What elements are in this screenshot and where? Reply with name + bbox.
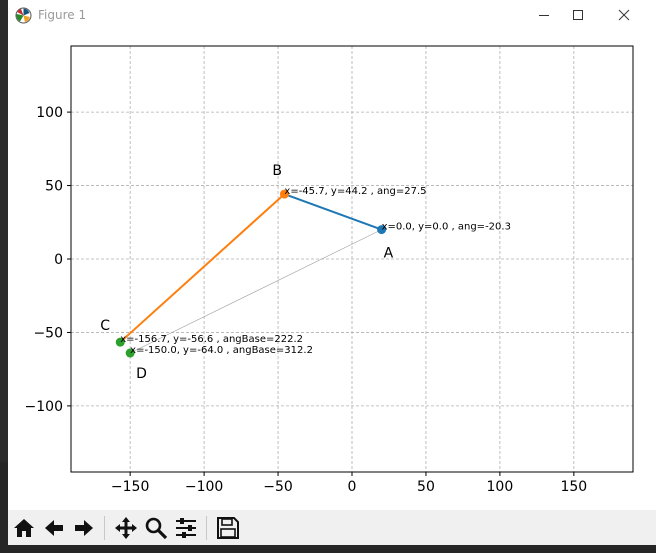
point-annotation-c: x=-156.7, y=-56.6 , angBase=222.2 [120, 334, 303, 345]
series-line-2 [130, 229, 382, 354]
y-tick-label: 50 [45, 179, 63, 195]
y-tick-label: 100 [36, 105, 63, 121]
close-icon [618, 9, 630, 21]
forward-button[interactable] [70, 514, 98, 542]
y-tick-label: −50 [33, 325, 63, 341]
point-annotation-a: x=0.0, y=0.0 , ang=-20.3 [382, 222, 511, 233]
series-line-0 [284, 193, 382, 231]
x-tick-label: 100 [487, 479, 514, 495]
x-tick-label: −100 [185, 479, 223, 495]
toolbar-separator [206, 516, 207, 540]
x-tick-label: −50 [263, 479, 293, 495]
point-a [377, 225, 387, 235]
save-icon [217, 517, 239, 539]
chart-svg: Ax=0.0, y=0.0 , ang=-20.3 Bx=-45.7, y=44.… [25, 45, 634, 495]
toolbar-separator [104, 516, 105, 540]
x-tick-label: −150 [111, 479, 149, 495]
y-tick-label: 0 [54, 252, 63, 268]
y-tick-label: −100 [25, 399, 63, 415]
minimize-icon [539, 15, 549, 16]
point-label-a: A [384, 246, 394, 262]
pan-icon [115, 517, 137, 539]
maximize-icon [573, 10, 583, 20]
configure-subplots-button[interactable] [172, 514, 200, 542]
x-tick-label: 50 [417, 479, 435, 495]
home-icon [14, 519, 34, 537]
zoom-icon [145, 517, 168, 540]
maximize-button[interactable] [556, 0, 600, 30]
save-button[interactable] [214, 514, 242, 542]
home-button[interactable] [10, 514, 38, 542]
back-button[interactable] [40, 514, 68, 542]
point-label-d: D [136, 366, 147, 382]
x-tick-label: 0 [348, 479, 357, 495]
series-line-1 [119, 193, 286, 343]
x-tick-label: 150 [560, 479, 587, 495]
point-annotation-d: x=-150.0, y=-64.0 , angBase=312.2 [130, 345, 313, 356]
title-bar[interactable]: Figure 1 [8, 0, 656, 30]
close-button[interactable] [602, 0, 646, 30]
window-title: Figure 1 [38, 8, 87, 22]
point-b [279, 189, 289, 199]
point-label-b: B [272, 163, 282, 179]
minimize-button[interactable] [522, 0, 566, 30]
zoom-button[interactable] [142, 514, 170, 542]
configure-subplots-icon [176, 518, 196, 538]
navigation-toolbar [8, 510, 656, 545]
pan-button[interactable] [112, 514, 140, 542]
matplotlib-logo-icon [15, 7, 32, 24]
back-icon [45, 520, 63, 536]
point-annotation-b: x=-45.7, y=44.2 , ang=27.5 [284, 186, 426, 197]
point-c [115, 337, 125, 347]
point-label-c: C [100, 318, 110, 334]
point-d [125, 348, 135, 358]
forward-icon [75, 520, 93, 536]
